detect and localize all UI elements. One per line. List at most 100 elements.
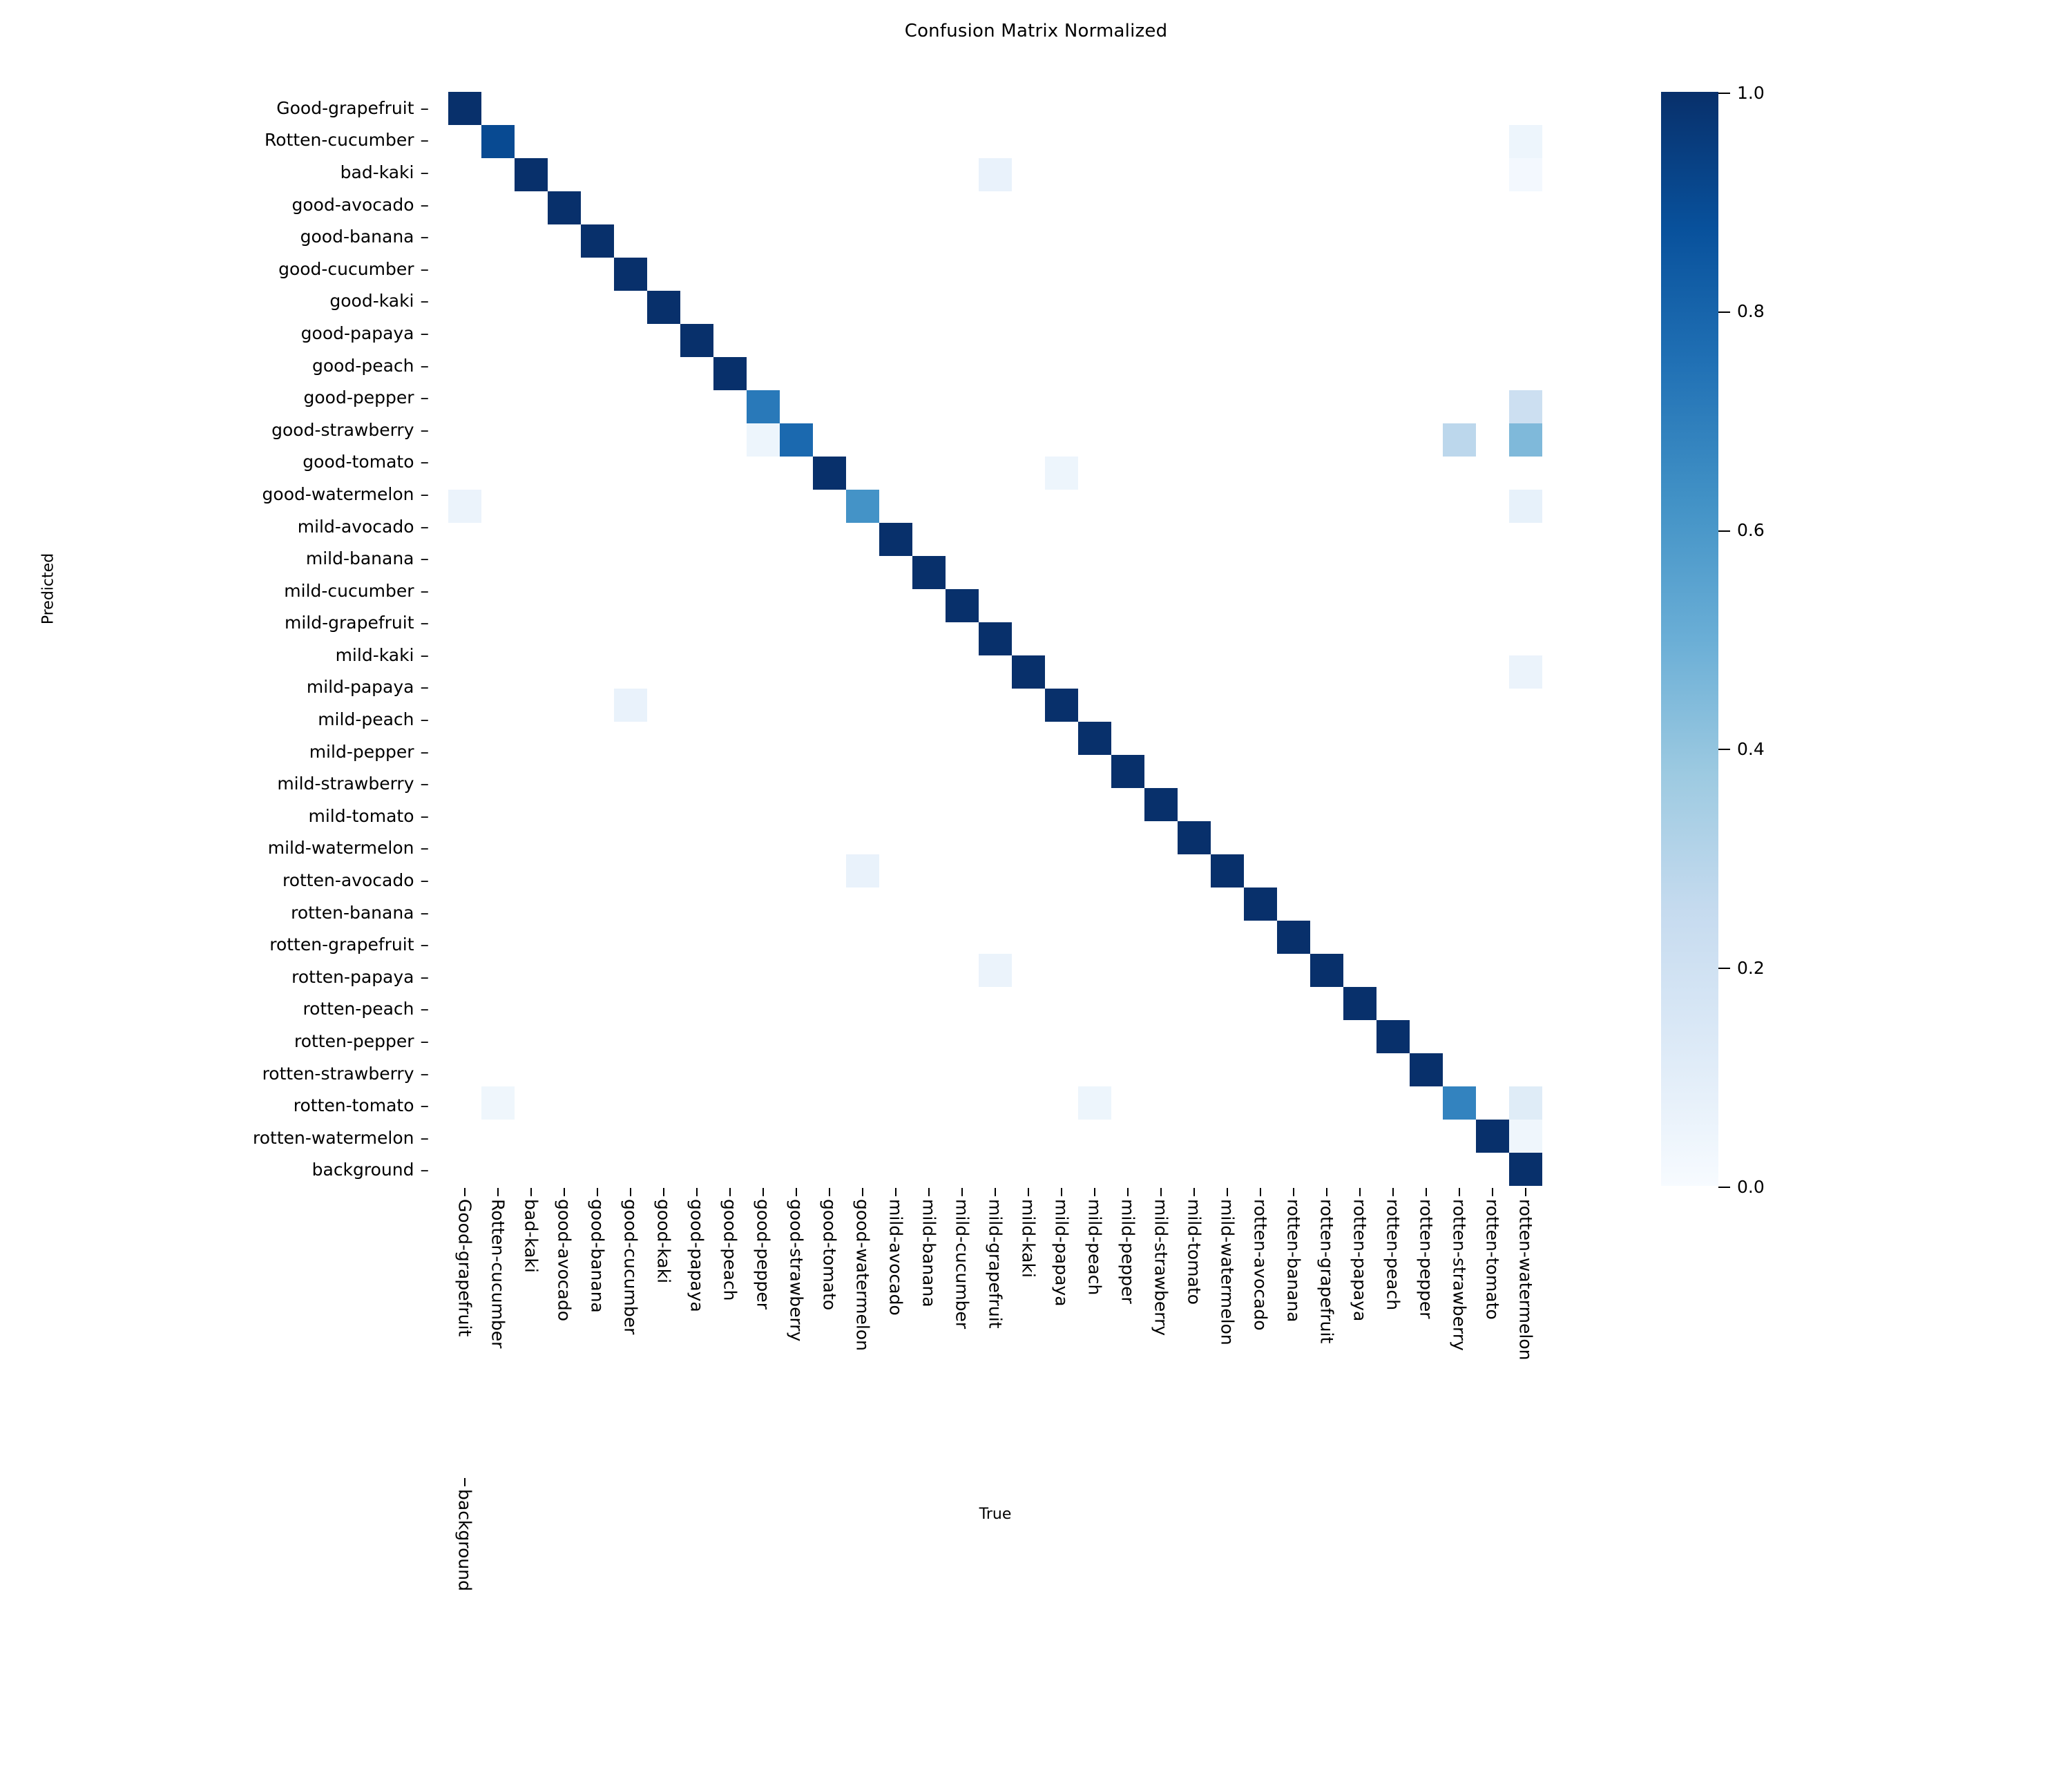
x-tick-label: mild-grapefruit — [979, 1188, 1012, 1485]
heatmap-cell — [1310, 92, 1343, 125]
heatmap-cell — [1509, 390, 1542, 423]
heatmap-cell — [1178, 921, 1211, 954]
heatmap-cell — [581, 324, 614, 357]
heatmap-cell — [680, 854, 713, 888]
heatmap-cell — [481, 589, 515, 622]
x-tick-label: mild-kaki — [1012, 1188, 1045, 1485]
heatmap-cell — [1178, 490, 1211, 523]
heatmap-cell — [647, 589, 680, 622]
heatmap-cell — [1509, 622, 1542, 655]
heatmap-cell — [1211, 523, 1244, 556]
y-tick-text: rotten-tomato — [293, 1095, 414, 1116]
heatmap-cell — [680, 921, 713, 954]
heatmap-cell — [1343, 490, 1376, 523]
heatmap-cell — [1343, 1086, 1376, 1120]
heatmap-cell — [846, 689, 879, 722]
heatmap-cell — [1012, 1086, 1045, 1120]
heatmap-cell — [1111, 125, 1144, 158]
heatmap-cell — [912, 589, 946, 622]
heatmap-cell — [1178, 1020, 1211, 1053]
heatmap-cell — [1078, 755, 1111, 788]
y-tick-mark-icon: – — [420, 291, 430, 311]
heatmap-cell — [946, 357, 979, 390]
heatmap-cell — [1376, 490, 1410, 523]
heatmap-cell — [1410, 689, 1443, 722]
x-tick-text: rotten-pepper — [1416, 1199, 1437, 1319]
heatmap-cell — [813, 556, 846, 589]
heatmap-cell — [680, 1086, 713, 1120]
heatmap-cell — [979, 158, 1012, 191]
heatmap-cell — [1111, 291, 1144, 324]
x-tick-text: mild-kaki — [1018, 1199, 1039, 1278]
heatmap-cell — [780, 655, 813, 689]
y-tick-label: bad-kaki – — [0, 156, 432, 189]
heatmap-cell — [1277, 954, 1310, 987]
heatmap-cell — [1443, 1086, 1476, 1120]
heatmap-cell — [713, 125, 747, 158]
y-tick-mark-icon: – — [420, 644, 430, 665]
heatmap-cell — [1509, 722, 1542, 755]
heatmap-cell — [747, 821, 780, 854]
y-tick-text: mild-tomato — [308, 805, 414, 826]
x-tick-label: background — [448, 1478, 481, 1775]
heatmap-cell — [1078, 655, 1111, 689]
heatmap-cell — [481, 722, 515, 755]
heatmap-cell — [1178, 291, 1211, 324]
heatmap-cell — [979, 689, 1012, 722]
heatmap-cell — [1045, 854, 1078, 888]
heatmap-cell — [1277, 1086, 1310, 1120]
heatmap-cell — [780, 689, 813, 722]
x-tick-label: Rotten-cucumber — [481, 1188, 515, 1485]
heatmap-cell — [1244, 655, 1277, 689]
heatmap-cell — [1376, 987, 1410, 1020]
heatmap-cell — [647, 158, 680, 191]
x-tick-text: good-pepper — [753, 1199, 774, 1309]
heatmap-cell — [713, 92, 747, 125]
heatmap-cell — [979, 1153, 1012, 1186]
heatmap-cell — [515, 788, 548, 821]
heatmap-cell — [1211, 224, 1244, 258]
heatmap-cell — [581, 921, 614, 954]
heatmap-cell — [946, 490, 979, 523]
heatmap-cell — [1111, 1053, 1144, 1086]
heatmap-cell — [1443, 357, 1476, 390]
heatmap-cell — [813, 1120, 846, 1153]
heatmap-cell — [515, 1153, 548, 1186]
heatmap-cell — [481, 1153, 515, 1186]
heatmap-cell — [1476, 556, 1509, 589]
colorbar-tick-mark-icon — [1718, 93, 1730, 94]
heatmap-cell — [581, 291, 614, 324]
x-tick-mark-icon — [630, 1188, 631, 1196]
heatmap-cell — [614, 224, 647, 258]
heatmap-cell — [1244, 490, 1277, 523]
heatmap-cell — [1211, 1120, 1244, 1153]
heatmap-cell — [1277, 556, 1310, 589]
heatmap-cell — [1376, 589, 1410, 622]
heatmap-cell — [1111, 987, 1144, 1020]
x-axis-label: True — [979, 1506, 1012, 1523]
y-tick-label: rotten-tomato – — [0, 1089, 432, 1122]
heatmap-cell — [1078, 390, 1111, 423]
heatmap-cell — [548, 224, 581, 258]
heatmap-cell — [1244, 821, 1277, 854]
heatmap-cell — [581, 423, 614, 457]
heatmap-cell — [515, 954, 548, 987]
heatmap-cell — [1476, 191, 1509, 224]
x-tick-mark-icon — [696, 1188, 698, 1196]
heatmap-cell — [780, 92, 813, 125]
heatmap-cell — [1476, 125, 1509, 158]
heatmap-cell — [647, 622, 680, 655]
heatmap-cell — [713, 1120, 747, 1153]
heatmap-cell — [1376, 888, 1410, 921]
y-tick-text: Rotten-cucumber — [265, 130, 414, 151]
heatmap-cell — [515, 556, 548, 589]
heatmap-cell — [912, 457, 946, 490]
heatmap-cell — [1410, 622, 1443, 655]
heatmap-cell — [515, 689, 548, 722]
y-tick-mark-icon: – — [420, 1095, 430, 1116]
heatmap-cell — [713, 755, 747, 788]
heatmap-cell — [979, 357, 1012, 390]
heatmap-cell — [1410, 755, 1443, 788]
heatmap-cell — [1211, 854, 1244, 888]
heatmap-cell — [1443, 92, 1476, 125]
